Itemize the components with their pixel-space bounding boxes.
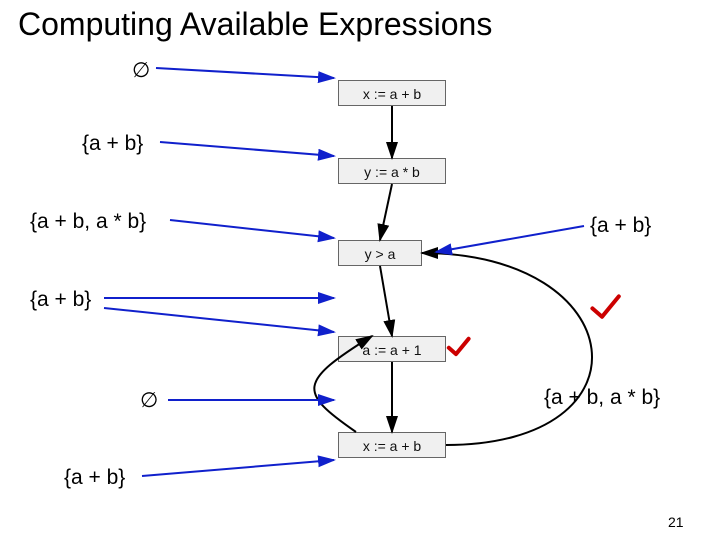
page-number: 21	[668, 514, 684, 530]
label-R1: {a + b}	[590, 214, 651, 238]
label-L0-emptyset: ∅	[132, 58, 150, 83]
cfg-node-3: y > a	[338, 240, 422, 266]
label-L3: {a + b}	[30, 288, 91, 312]
slide-title: Computing Available Expressions	[18, 6, 492, 43]
label-L4-emptyset: ∅	[140, 388, 158, 413]
label-L5: {a + b}	[64, 466, 125, 490]
label-L1: {a + b}	[82, 132, 143, 156]
label-L2: {a + b, a * b}	[30, 210, 146, 234]
label-R2: {a + b, a * b}	[544, 386, 660, 410]
cfg-node-4: a := a + 1	[338, 336, 446, 362]
cfg-node-1: x := a + b	[338, 80, 446, 106]
cfg-node-2: y := a * b	[338, 158, 446, 184]
cfg-node-5: x := a + b	[338, 432, 446, 458]
